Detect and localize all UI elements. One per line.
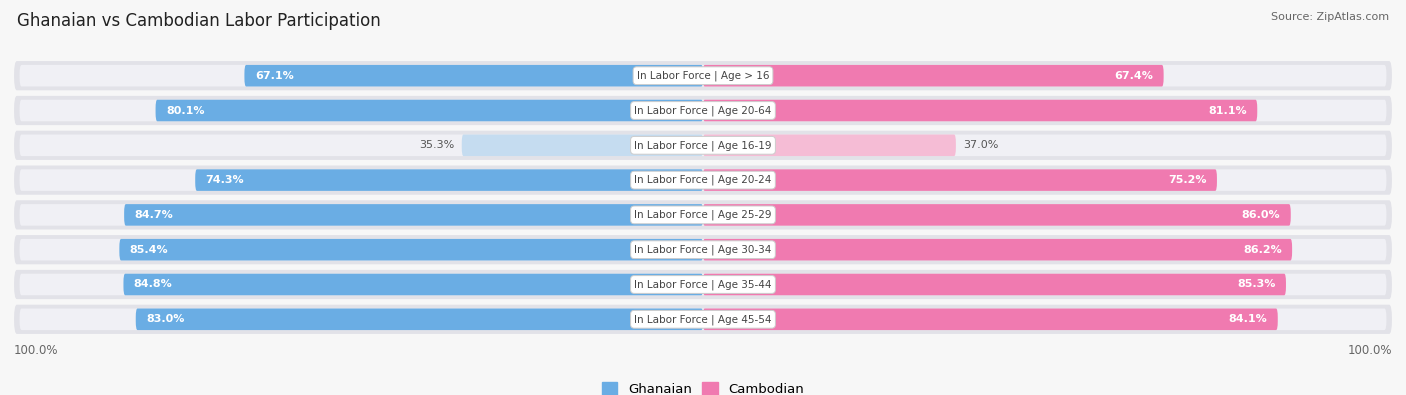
- FancyBboxPatch shape: [14, 131, 1392, 160]
- Text: In Labor Force | Age > 16: In Labor Force | Age > 16: [637, 70, 769, 81]
- FancyBboxPatch shape: [14, 270, 1392, 299]
- FancyBboxPatch shape: [120, 239, 703, 260]
- FancyBboxPatch shape: [14, 200, 1392, 229]
- FancyBboxPatch shape: [20, 65, 1386, 87]
- Text: 81.1%: 81.1%: [1208, 105, 1247, 115]
- FancyBboxPatch shape: [156, 100, 703, 121]
- Text: 85.4%: 85.4%: [129, 245, 169, 255]
- FancyBboxPatch shape: [20, 100, 1386, 121]
- FancyBboxPatch shape: [20, 204, 1386, 226]
- FancyBboxPatch shape: [703, 239, 1292, 260]
- Text: 100.0%: 100.0%: [1347, 344, 1392, 357]
- Text: 84.7%: 84.7%: [135, 210, 173, 220]
- FancyBboxPatch shape: [124, 274, 703, 295]
- FancyBboxPatch shape: [20, 308, 1386, 330]
- Text: In Labor Force | Age 35-44: In Labor Force | Age 35-44: [634, 279, 772, 290]
- FancyBboxPatch shape: [14, 61, 1392, 90]
- Text: 100.0%: 100.0%: [14, 344, 59, 357]
- Text: In Labor Force | Age 20-64: In Labor Force | Age 20-64: [634, 105, 772, 116]
- Text: Source: ZipAtlas.com: Source: ZipAtlas.com: [1271, 12, 1389, 22]
- Text: 84.1%: 84.1%: [1229, 314, 1267, 324]
- FancyBboxPatch shape: [14, 305, 1392, 334]
- FancyBboxPatch shape: [461, 135, 703, 156]
- FancyBboxPatch shape: [703, 204, 1291, 226]
- FancyBboxPatch shape: [20, 274, 1386, 295]
- Text: 67.4%: 67.4%: [1115, 71, 1153, 81]
- FancyBboxPatch shape: [703, 274, 1286, 295]
- Text: 37.0%: 37.0%: [963, 140, 998, 150]
- FancyBboxPatch shape: [14, 166, 1392, 195]
- FancyBboxPatch shape: [703, 308, 1278, 330]
- Text: In Labor Force | Age 16-19: In Labor Force | Age 16-19: [634, 140, 772, 150]
- FancyBboxPatch shape: [124, 204, 703, 226]
- Text: In Labor Force | Age 20-24: In Labor Force | Age 20-24: [634, 175, 772, 185]
- Text: 75.2%: 75.2%: [1168, 175, 1206, 185]
- Legend: Ghanaian, Cambodian: Ghanaian, Cambodian: [596, 377, 810, 395]
- Text: 83.0%: 83.0%: [146, 314, 184, 324]
- Text: 74.3%: 74.3%: [205, 175, 245, 185]
- Text: Ghanaian vs Cambodian Labor Participation: Ghanaian vs Cambodian Labor Participatio…: [17, 12, 381, 30]
- Text: 86.0%: 86.0%: [1241, 210, 1281, 220]
- Text: 85.3%: 85.3%: [1237, 280, 1275, 290]
- FancyBboxPatch shape: [245, 65, 703, 87]
- FancyBboxPatch shape: [703, 169, 1218, 191]
- Text: 86.2%: 86.2%: [1243, 245, 1282, 255]
- FancyBboxPatch shape: [136, 308, 703, 330]
- Text: 80.1%: 80.1%: [166, 105, 204, 115]
- Text: In Labor Force | Age 45-54: In Labor Force | Age 45-54: [634, 314, 772, 325]
- FancyBboxPatch shape: [703, 100, 1257, 121]
- FancyBboxPatch shape: [14, 96, 1392, 125]
- FancyBboxPatch shape: [20, 169, 1386, 191]
- FancyBboxPatch shape: [703, 135, 956, 156]
- Text: 35.3%: 35.3%: [419, 140, 456, 150]
- FancyBboxPatch shape: [195, 169, 703, 191]
- Text: 84.8%: 84.8%: [134, 280, 173, 290]
- Text: In Labor Force | Age 30-34: In Labor Force | Age 30-34: [634, 245, 772, 255]
- Text: In Labor Force | Age 25-29: In Labor Force | Age 25-29: [634, 210, 772, 220]
- FancyBboxPatch shape: [20, 239, 1386, 260]
- Text: 67.1%: 67.1%: [254, 71, 294, 81]
- FancyBboxPatch shape: [703, 65, 1164, 87]
- FancyBboxPatch shape: [20, 135, 1386, 156]
- FancyBboxPatch shape: [14, 235, 1392, 264]
